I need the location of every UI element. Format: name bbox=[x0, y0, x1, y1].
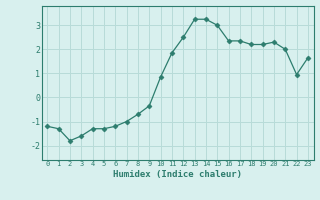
X-axis label: Humidex (Indice chaleur): Humidex (Indice chaleur) bbox=[113, 170, 242, 179]
